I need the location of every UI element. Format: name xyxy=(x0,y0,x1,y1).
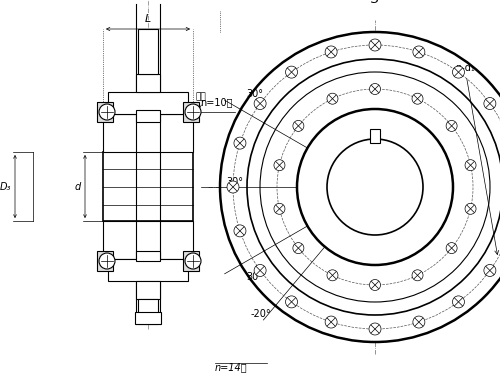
Text: d: d xyxy=(75,182,81,192)
Bar xyxy=(136,281,160,299)
Bar xyxy=(108,92,188,114)
Text: l₂: l₂ xyxy=(146,65,150,74)
Bar xyxy=(97,102,113,122)
Text: n=10时: n=10时 xyxy=(200,97,232,107)
Bar xyxy=(183,102,199,122)
Bar xyxy=(103,221,193,259)
Text: l₁: l₁ xyxy=(151,47,157,56)
Bar xyxy=(103,152,193,221)
Circle shape xyxy=(274,160,285,171)
Circle shape xyxy=(254,98,266,109)
Circle shape xyxy=(369,323,381,335)
Circle shape xyxy=(286,296,298,308)
Circle shape xyxy=(286,66,298,78)
Circle shape xyxy=(465,203,476,214)
Circle shape xyxy=(413,46,425,58)
Circle shape xyxy=(99,104,115,120)
Bar xyxy=(183,102,199,122)
Bar xyxy=(97,102,113,122)
Bar xyxy=(370,129,380,143)
Circle shape xyxy=(446,243,457,254)
Bar xyxy=(136,110,160,122)
Text: n=14时: n=14时 xyxy=(215,362,248,372)
Circle shape xyxy=(260,72,490,302)
Circle shape xyxy=(412,270,423,281)
Bar xyxy=(138,29,158,74)
Text: 油杯: 油杯 xyxy=(195,92,206,108)
Circle shape xyxy=(247,59,500,315)
Circle shape xyxy=(227,181,239,193)
Circle shape xyxy=(293,243,304,254)
Circle shape xyxy=(484,98,496,109)
Bar xyxy=(97,251,113,271)
Circle shape xyxy=(452,296,464,308)
Bar xyxy=(108,259,188,281)
Bar xyxy=(97,251,113,271)
Bar xyxy=(183,251,199,271)
Text: 30°: 30° xyxy=(246,272,264,282)
Circle shape xyxy=(452,66,464,78)
Text: L: L xyxy=(145,14,151,24)
Text: D₃: D₃ xyxy=(0,182,11,192)
Circle shape xyxy=(370,84,380,94)
Circle shape xyxy=(99,253,115,269)
Text: S: S xyxy=(371,0,379,6)
Bar xyxy=(108,259,188,281)
Circle shape xyxy=(234,225,246,237)
Bar xyxy=(103,221,193,259)
Text: -20°: -20° xyxy=(250,309,271,319)
Circle shape xyxy=(327,139,423,235)
Circle shape xyxy=(484,264,496,276)
Circle shape xyxy=(412,93,423,104)
Bar xyxy=(136,251,160,261)
Circle shape xyxy=(220,32,500,342)
Bar xyxy=(183,251,199,271)
Bar xyxy=(103,114,193,152)
Text: 30°: 30° xyxy=(246,89,264,99)
Circle shape xyxy=(185,253,201,269)
Circle shape xyxy=(325,316,337,328)
Bar xyxy=(136,110,160,122)
Circle shape xyxy=(293,120,304,131)
Bar xyxy=(136,251,160,261)
Circle shape xyxy=(465,160,476,171)
Circle shape xyxy=(297,109,453,265)
Text: 30°: 30° xyxy=(226,177,243,187)
Circle shape xyxy=(327,93,338,104)
Bar xyxy=(136,281,160,299)
Bar xyxy=(103,114,193,152)
Text: n-d₁: n-d₁ xyxy=(455,63,498,255)
Circle shape xyxy=(446,120,457,131)
Bar xyxy=(138,299,158,324)
Circle shape xyxy=(234,137,246,149)
Circle shape xyxy=(325,46,337,58)
Circle shape xyxy=(327,270,338,281)
Circle shape xyxy=(185,104,201,120)
Bar xyxy=(108,92,188,114)
Bar xyxy=(135,312,161,324)
Bar xyxy=(135,312,161,324)
Text: D: D xyxy=(393,169,402,179)
Circle shape xyxy=(370,279,380,291)
Bar xyxy=(136,74,160,92)
Bar xyxy=(136,74,160,92)
Circle shape xyxy=(369,39,381,51)
Circle shape xyxy=(254,264,266,276)
Circle shape xyxy=(413,316,425,328)
Text: l₃: l₃ xyxy=(139,47,145,56)
Circle shape xyxy=(274,203,285,214)
